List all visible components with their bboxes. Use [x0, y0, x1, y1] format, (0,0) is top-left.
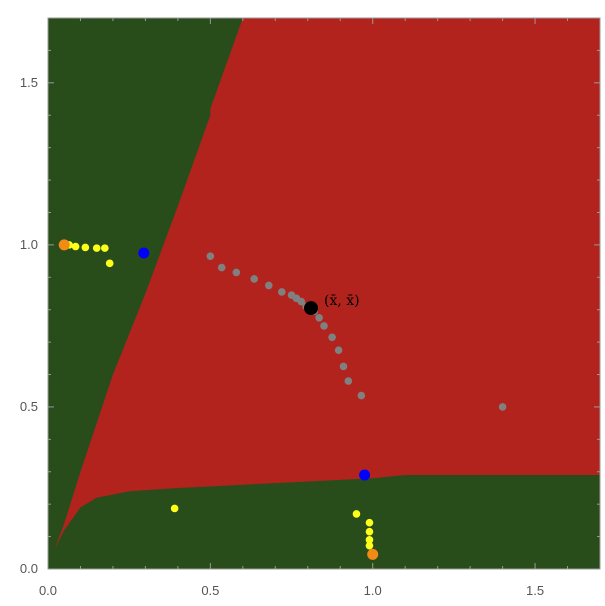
gray-point	[357, 391, 366, 400]
regions-layer	[48, 18, 600, 569]
yellow-point	[365, 518, 374, 527]
yellow-point	[105, 259, 114, 268]
yellow-point	[365, 536, 374, 544]
gray-point	[206, 252, 215, 261]
region-red	[54, 18, 600, 550]
blue-point	[138, 247, 150, 259]
annotations: (x̄, x̄)	[324, 293, 360, 309]
gray-point	[232, 268, 241, 277]
gray-point	[277, 288, 286, 296]
plot-frame	[47, 17, 601, 570]
equilibrium-label: (x̄, x̄)	[324, 293, 360, 309]
yellow-point	[92, 244, 101, 252]
gray-point	[328, 333, 336, 342]
y-tick-label: 1.5	[20, 75, 38, 90]
yellow-point	[352, 510, 361, 518]
yellow-point	[71, 242, 80, 251]
yellow-point	[365, 527, 374, 536]
gray-point	[297, 297, 306, 306]
x-tick-label: 0.0	[39, 583, 57, 598]
gray-point	[320, 322, 328, 330]
y-tick-label: 0.0	[20, 561, 38, 576]
x-tick-label: 1.5	[526, 583, 544, 598]
blue-point	[359, 469, 371, 481]
data-points	[58, 239, 507, 560]
black-point	[304, 301, 319, 316]
gray-point	[498, 403, 507, 411]
orange-point	[58, 239, 70, 251]
yellow-point	[101, 244, 109, 252]
axis-ticks: 0.0 0.5 1.0 1.5 0.0 0.5 1.0 1.5	[20, 17, 601, 598]
gray-point	[250, 275, 258, 283]
plot-border	[47, 17, 601, 570]
gray-point	[265, 281, 273, 290]
gray-point	[339, 362, 348, 371]
yellow-point	[81, 243, 90, 252]
gray-point	[315, 314, 323, 322]
y-tick-label: 0.5	[20, 399, 38, 414]
gray-point	[344, 377, 353, 385]
orange-point	[367, 548, 379, 560]
yellow-point	[170, 504, 179, 513]
x-tick-label: 1.0	[364, 583, 382, 598]
gray-point	[217, 263, 226, 272]
x-tick-label: 0.5	[201, 583, 219, 598]
yellow-point	[365, 541, 374, 550]
gray-point	[334, 346, 343, 355]
y-tick-label: 1.0	[20, 237, 38, 252]
